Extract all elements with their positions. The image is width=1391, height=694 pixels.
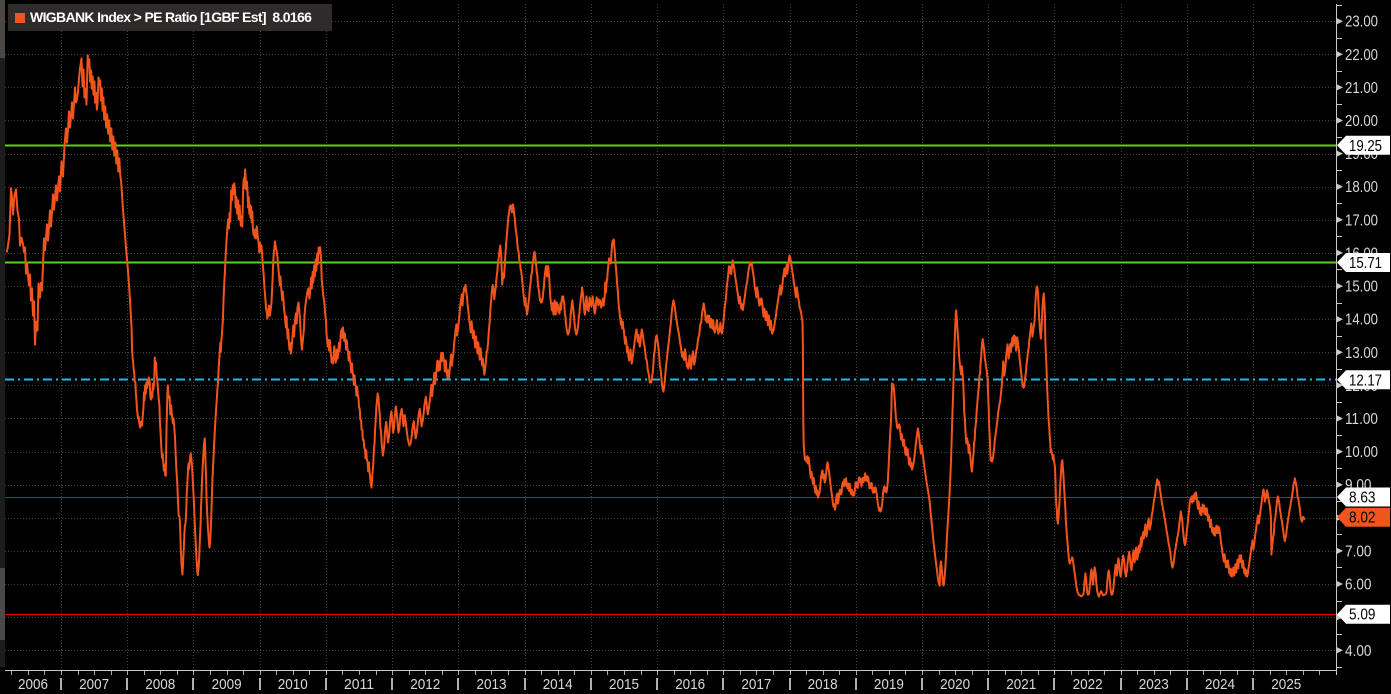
svg-text:23.00: 23.00 (1345, 14, 1378, 31)
svg-text:2018: 2018 (808, 676, 838, 693)
svg-text:2007: 2007 (79, 676, 109, 693)
svg-text:2023: 2023 (1139, 676, 1169, 693)
svg-text:10.00: 10.00 (1345, 444, 1378, 461)
svg-text:4.00: 4.00 (1345, 643, 1372, 660)
svg-text:2015: 2015 (609, 676, 639, 693)
svg-text:2006: 2006 (18, 676, 48, 693)
svg-text:2022: 2022 (1073, 676, 1103, 693)
svg-text:20.00: 20.00 (1345, 113, 1378, 130)
svg-text:2008: 2008 (145, 676, 175, 693)
svg-text:2017: 2017 (741, 676, 771, 693)
svg-text:2021: 2021 (1006, 676, 1036, 693)
svg-text:2020: 2020 (940, 676, 970, 693)
svg-text:22.00: 22.00 (1345, 47, 1378, 64)
svg-text:12.17: 12.17 (1349, 372, 1382, 389)
svg-text:15.71: 15.71 (1349, 255, 1382, 272)
svg-text:13.00: 13.00 (1345, 345, 1378, 362)
svg-text:7.00: 7.00 (1345, 543, 1372, 560)
svg-text:6.00: 6.00 (1345, 577, 1372, 594)
svg-text:11.00: 11.00 (1345, 411, 1378, 428)
svg-text:18.00: 18.00 (1345, 179, 1378, 196)
svg-text:17.00: 17.00 (1345, 212, 1378, 229)
svg-text:2013: 2013 (477, 676, 507, 693)
svg-text:15.00: 15.00 (1345, 279, 1378, 296)
svg-text:2014: 2014 (543, 676, 573, 693)
svg-text:8.63: 8.63 (1349, 490, 1376, 507)
svg-text:14.00: 14.00 (1345, 312, 1378, 329)
svg-text:2011: 2011 (344, 676, 374, 693)
svg-text:21.00: 21.00 (1345, 80, 1378, 97)
svg-text:2009: 2009 (212, 676, 242, 693)
svg-text:2010: 2010 (278, 676, 308, 693)
svg-text:2016: 2016 (675, 676, 705, 693)
svg-text:2025: 2025 (1271, 676, 1301, 693)
svg-text:2024: 2024 (1205, 676, 1235, 693)
svg-text:2012: 2012 (410, 676, 440, 693)
svg-text:19.25: 19.25 (1349, 138, 1382, 155)
svg-text:8.02: 8.02 (1349, 510, 1376, 527)
svg-text:5.09: 5.09 (1349, 607, 1376, 624)
svg-text:2019: 2019 (874, 676, 904, 693)
